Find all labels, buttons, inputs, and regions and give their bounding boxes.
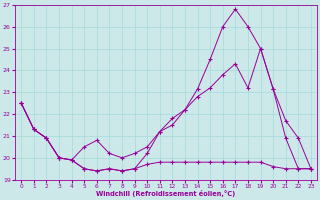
X-axis label: Windchill (Refroidissement éolien,°C): Windchill (Refroidissement éolien,°C) (96, 190, 236, 197)
